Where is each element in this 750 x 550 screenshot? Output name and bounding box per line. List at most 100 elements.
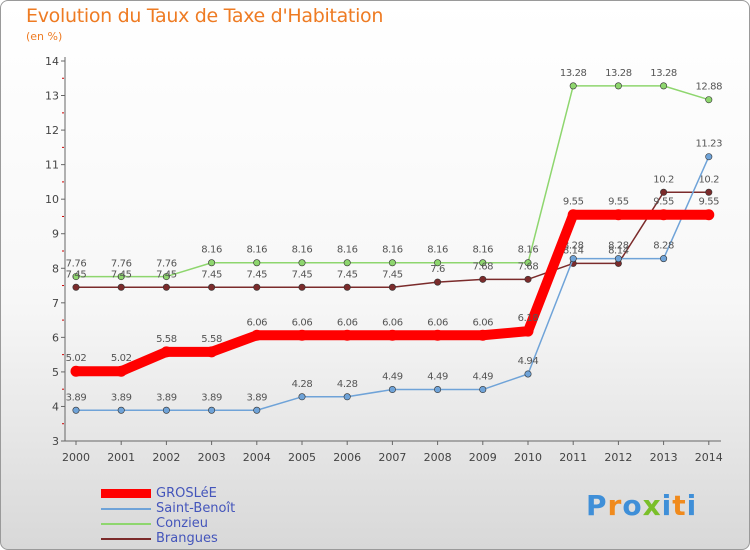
data-label-brangues: 10.2 <box>653 174 674 185</box>
data-label-conzieu: 7.76 <box>66 259 87 270</box>
data-label-saint-benoit: 3.89 <box>246 392 267 403</box>
data-point-saint-benoit <box>253 406 261 414</box>
data-label-conzieu: 12.88 <box>695 82 722 93</box>
logo-letter: r <box>607 489 623 522</box>
data-point-groslee <box>206 346 218 358</box>
data-label-groslee: 6.06 <box>246 317 267 328</box>
data-label-groslee: 6.18 <box>518 313 539 324</box>
data-label-conzieu: 7.76 <box>156 259 177 270</box>
y-tick-label: 8 <box>52 262 59 275</box>
data-point-groslee <box>251 329 263 341</box>
data-label-saint-benoit: 8.28 <box>653 241 674 252</box>
x-tick-label: 2011 <box>559 451 587 464</box>
data-label-groslee: 6.06 <box>472 317 493 328</box>
legend-item: Conzieu <box>101 516 301 531</box>
data-label-conzieu: 8.16 <box>427 245 448 256</box>
data-point-saint-benoit <box>162 406 170 414</box>
data-point-saint-benoit <box>388 386 396 394</box>
data-label-conzieu: 13.28 <box>605 68 632 79</box>
data-point-saint-benoit <box>569 255 577 263</box>
data-point-conzieu <box>162 273 170 281</box>
data-label-saint-benoit: 4.49 <box>472 372 493 383</box>
legend-swatch <box>101 508 151 510</box>
data-label-groslee: 5.02 <box>66 353 87 364</box>
data-point-conzieu <box>208 259 216 267</box>
series-line-groslee <box>71 209 714 377</box>
data-label-conzieu: 8.16 <box>201 245 222 256</box>
legend-label: GROSLéE <box>156 486 217 501</box>
data-label-brangues: 8.14 <box>608 245 629 256</box>
data-label-groslee: 9.55 <box>653 197 674 208</box>
data-label-conzieu: 8.16 <box>292 245 313 256</box>
data-label-conzieu: 8.16 <box>246 245 267 256</box>
data-point-brangues <box>343 283 351 291</box>
data-point-conzieu <box>253 259 261 267</box>
y-tick-label: 5 <box>52 366 59 379</box>
data-label-groslee: 6.06 <box>292 317 313 328</box>
data-point-saint-benoit <box>660 255 668 263</box>
x-tick-label: 2002 <box>152 451 180 464</box>
data-point-saint-benoit <box>479 386 487 394</box>
data-point-groslee <box>432 329 444 341</box>
data-point-groslee <box>612 209 624 221</box>
data-label-groslee: 9.55 <box>608 197 629 208</box>
data-point-brangues <box>434 278 442 286</box>
data-point-brangues <box>72 283 80 291</box>
data-point-conzieu <box>343 259 351 267</box>
x-tick-label: 2003 <box>198 451 226 464</box>
data-point-groslee <box>296 329 308 341</box>
data-label-brangues: 7.45 <box>156 269 177 280</box>
data-label-brangues: 7.45 <box>246 269 267 280</box>
data-label-saint-benoit: 8.28 <box>608 241 629 252</box>
data-point-groslee <box>341 329 353 341</box>
x-tick-label: 2006 <box>333 451 361 464</box>
data-point-groslee <box>386 329 398 341</box>
y-tick-label: 4 <box>52 400 59 413</box>
data-point-brangues <box>298 283 306 291</box>
data-label-saint-benoit: 4.49 <box>427 372 448 383</box>
data-point-saint-benoit <box>72 406 80 414</box>
data-label-groslee: 9.55 <box>698 197 719 208</box>
data-point-groslee <box>477 329 489 341</box>
data-label-saint-benoit: 8.28 <box>563 241 584 252</box>
logo-letter: i <box>661 489 673 522</box>
x-tick-label: 2009 <box>469 451 497 464</box>
chart-legend: GROSLéE Saint-Benoît Conzieu Brangues <box>101 486 301 546</box>
legend-label: Saint-Benoît <box>156 501 236 516</box>
y-tick-label: 10 <box>45 193 59 206</box>
logo-letter: o <box>622 489 643 522</box>
data-label-conzieu: 8.16 <box>382 245 403 256</box>
data-label-groslee: 6.06 <box>382 317 403 328</box>
data-label-groslee: 6.06 <box>427 317 448 328</box>
legend-label: Brangues <box>156 531 218 546</box>
y-tick-label: 12 <box>45 124 59 137</box>
data-point-saint-benoit <box>524 370 532 378</box>
data-label-groslee: 6.06 <box>337 317 358 328</box>
data-label-brangues: 7.45 <box>382 269 403 280</box>
data-point-groslee <box>567 209 579 221</box>
data-point-groslee <box>160 346 172 358</box>
data-label-saint-benoit: 3.89 <box>201 392 222 403</box>
data-label-conzieu: 8.16 <box>337 245 358 256</box>
data-label-conzieu: 13.28 <box>560 68 587 79</box>
logo-letter: i <box>686 489 698 522</box>
legend-swatch <box>101 523 151 525</box>
data-label-saint-benoit: 4.49 <box>382 372 403 383</box>
data-point-conzieu <box>388 259 396 267</box>
data-point-brangues <box>705 188 713 196</box>
data-label-brangues: 10.2 <box>698 174 719 185</box>
y-tick-label: 6 <box>52 331 59 344</box>
data-point-saint-benoit <box>117 406 125 414</box>
unit-label: (en %) <box>26 30 63 43</box>
x-tick-label: 2005 <box>288 451 316 464</box>
logo-letter: P <box>586 489 608 522</box>
data-label-brangues: 8.14 <box>563 245 584 256</box>
data-point-conzieu <box>72 273 80 281</box>
data-label-brangues: 7.45 <box>201 269 222 280</box>
legend-label: Conzieu <box>156 516 208 531</box>
data-label-brangues: 7.6 <box>430 264 445 275</box>
x-tick-label: 2004 <box>243 451 271 464</box>
data-point-conzieu <box>434 259 442 267</box>
